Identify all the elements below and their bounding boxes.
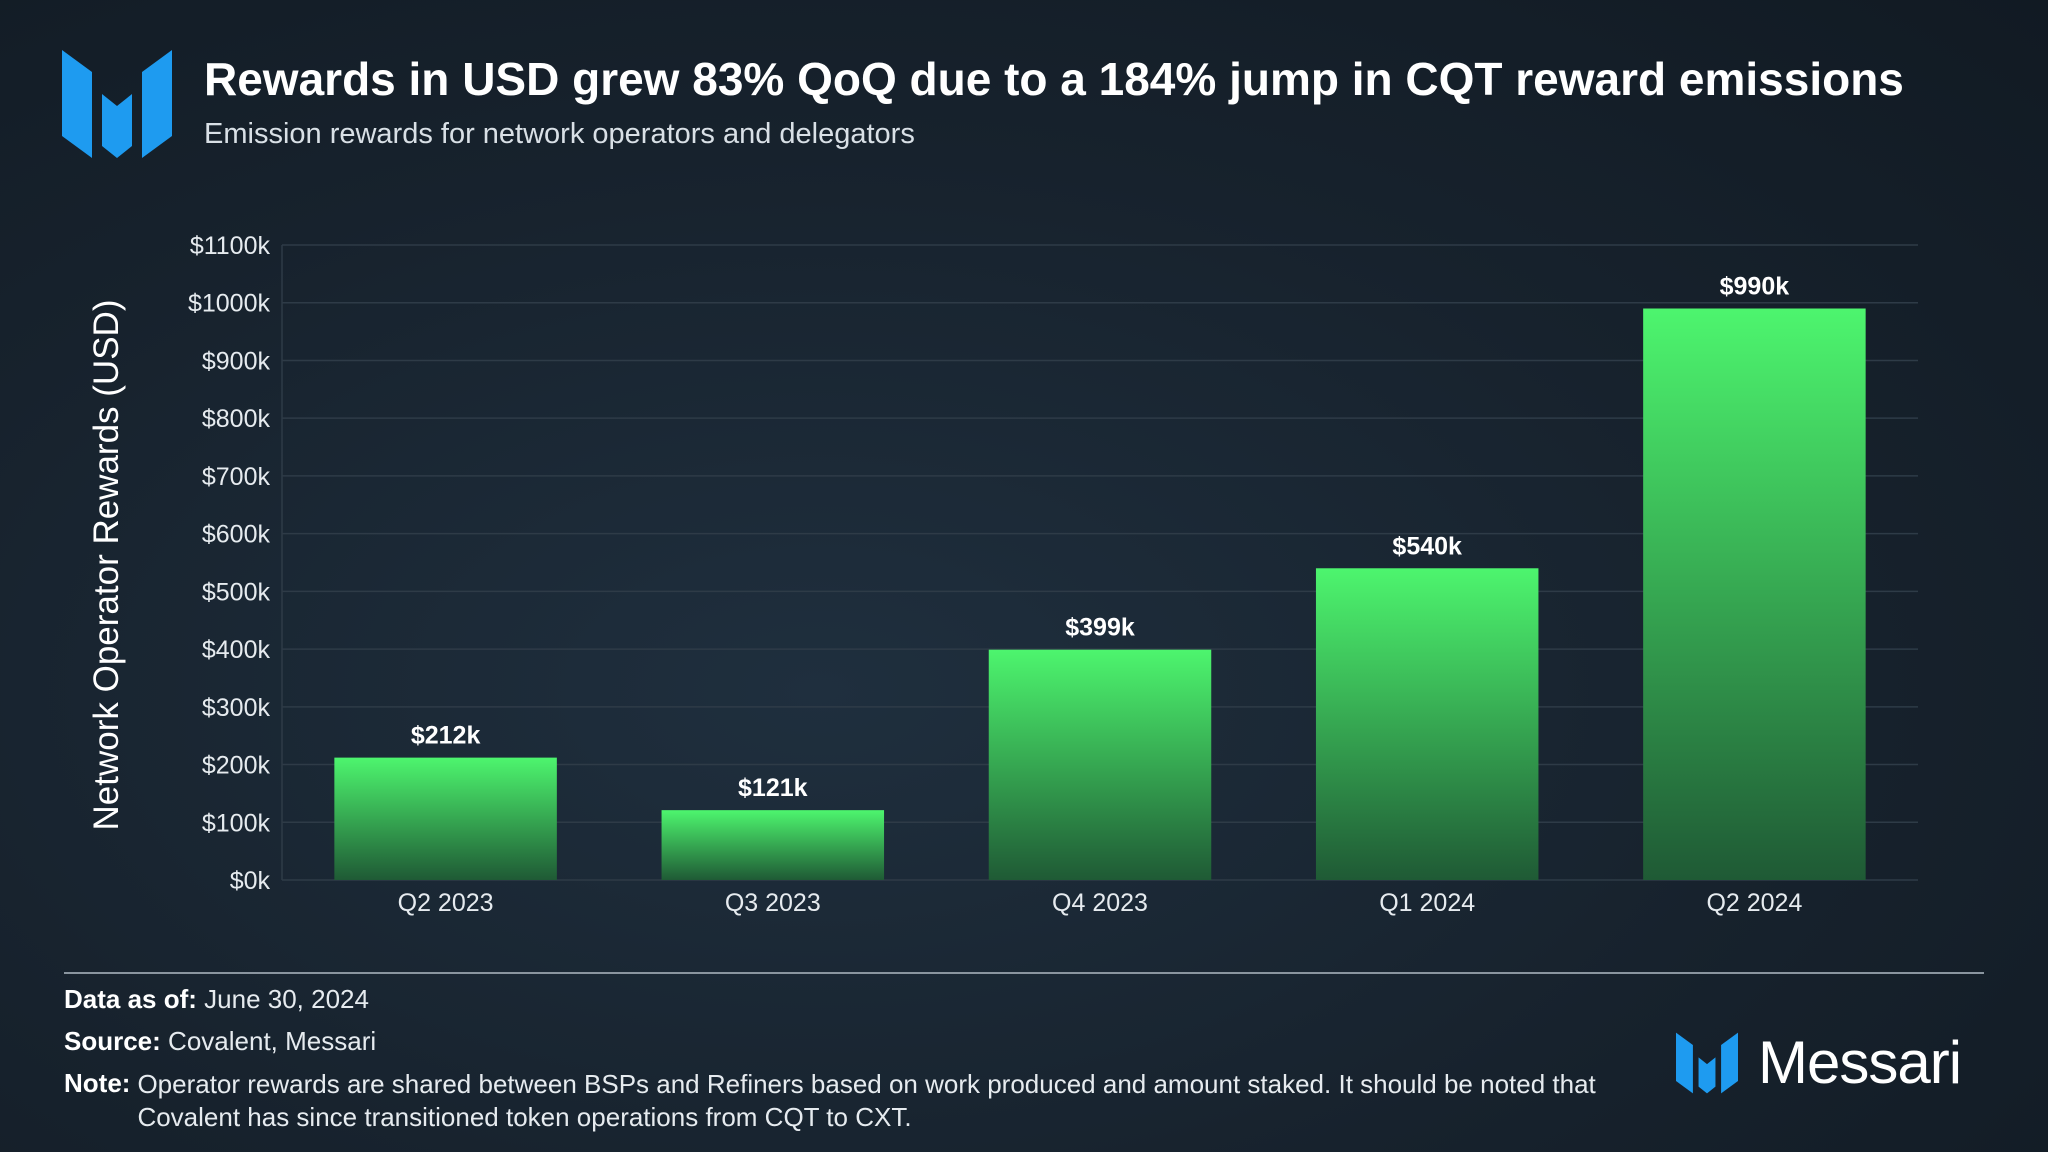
note-label: Note: <box>64 1068 131 1098</box>
data-as-of-value: June 30, 2024 <box>204 984 369 1014</box>
x-axis-ticks: Q2 2023 Q3 2023 Q4 2023 Q1 2024 Q2 2024 <box>398 889 1803 917</box>
y-tick-label: $1100k <box>190 232 271 260</box>
messari-logo-icon <box>1676 1032 1738 1093</box>
y-tick-label: $800k <box>202 405 271 433</box>
x-tick-label: Q1 2024 <box>1379 889 1475 917</box>
brand-name: Messari <box>1758 1029 1962 1096</box>
y-tick-label: $900k <box>202 347 271 375</box>
data-label: $990k <box>1720 273 1790 301</box>
data-labels: $212k $121k $399k $540k $990k <box>411 273 1789 803</box>
x-tick-label: Q3 2023 <box>725 889 821 917</box>
data-label: $399k <box>1065 614 1135 642</box>
chart-title: Rewards in USD grew 83% QoQ due to a 184… <box>204 53 1904 105</box>
y-tick-label: $700k <box>202 463 271 491</box>
x-tick-label: Q2 2023 <box>398 889 494 917</box>
x-tick-label: Q4 2023 <box>1052 889 1148 917</box>
bars <box>334 308 1866 880</box>
data-as-of: Data as of: June 30, 2024 <box>64 984 369 1015</box>
source-label: Source: <box>64 1026 161 1056</box>
brand: Messari <box>1676 1028 1962 1097</box>
y-tick-label: $100k <box>202 809 271 837</box>
note: Note: Operator rewards are shared betwee… <box>64 1068 1667 1134</box>
data-as-of-label: Data as of: <box>64 984 197 1014</box>
bar <box>1315 568 1539 880</box>
y-axis-ticks: $0k $100k $200k $300k $400k $500k $600k $700k $8… <box>188 232 271 895</box>
y-tick-label: $200k <box>202 752 271 780</box>
y-tick-label: $400k <box>202 636 271 664</box>
y-tick-label: $500k <box>202 578 271 606</box>
y-tick-label: $300k <box>202 694 271 722</box>
chart-subtitle: Emission rewards for network operators a… <box>204 118 915 150</box>
y-tick-label: $600k <box>202 521 271 549</box>
y-axis-label: Network Operator Rewards (USD) <box>87 300 126 831</box>
y-tick-label: $0k <box>230 867 271 895</box>
bar <box>661 810 885 880</box>
messari-logo-icon <box>62 50 172 158</box>
footer-divider <box>64 972 1984 974</box>
data-label: $121k <box>738 774 808 802</box>
bar <box>334 757 557 880</box>
data-label: $212k <box>411 722 481 750</box>
x-tick-label: Q2 2024 <box>1706 889 1802 917</box>
note-value: Operator rewards are shared between BSPs… <box>137 1069 1596 1132</box>
bar <box>1643 308 1866 880</box>
source-value: Covalent, Messari <box>168 1026 377 1056</box>
bar <box>988 649 1212 880</box>
bar-chart: $212k$121k$399k$540k$990k $0k$100k$200k$… <box>87 232 1918 917</box>
source: Source: Covalent, Messari <box>64 1026 376 1057</box>
y-tick-label: $1000k <box>188 290 271 318</box>
data-label: $540k <box>1392 532 1462 560</box>
